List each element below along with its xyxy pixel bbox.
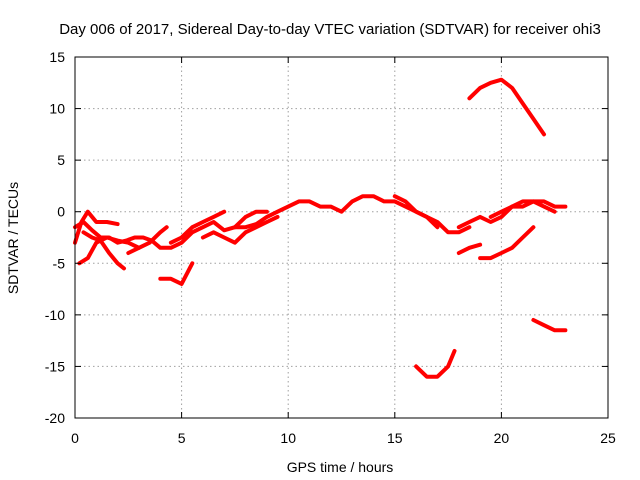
series-line-s15 — [488, 199, 557, 219]
series-line-s14 — [478, 225, 536, 261]
series-line-s10 — [392, 194, 440, 230]
series-line-s12 — [456, 242, 483, 255]
series-line-s7 — [168, 209, 227, 245]
x-tick-label: 5 — [178, 430, 186, 446]
y-tick-label: 5 — [57, 152, 65, 168]
series-line-s2 — [73, 209, 120, 245]
x-tick-label: 15 — [387, 430, 403, 446]
y-tick-label: -10 — [45, 307, 65, 323]
series-line-s11 — [414, 349, 457, 379]
y-tick-label: 0 — [57, 204, 65, 220]
series-line-s3 — [77, 235, 141, 266]
y-tick-label: 15 — [49, 49, 65, 65]
plot-frame — [74, 56, 609, 419]
x-tick-label: 10 — [280, 430, 296, 446]
series-line-s16 — [467, 77, 546, 137]
series-line-s5 — [126, 225, 169, 255]
series-line-s1 — [73, 194, 472, 250]
y-tick-label: 10 — [49, 101, 65, 117]
y-axis-label: SDTVAR / TECUs — [5, 182, 21, 294]
series-line-s17 — [531, 318, 568, 333]
series-line-s6 — [158, 261, 195, 286]
series-line-s4 — [81, 230, 126, 271]
y-tick-label: -5 — [53, 255, 66, 271]
series-line-s9 — [232, 209, 269, 230]
chart-title: Day 006 of 2017, Sidereal Day-to-day VTE… — [59, 21, 601, 38]
x-axis-label: GPS time / hours — [287, 459, 394, 475]
y-tick-label: -20 — [45, 410, 65, 426]
y-tick-label: -15 — [45, 358, 65, 374]
x-tick-label: 25 — [600, 430, 616, 446]
x-tick-label: 0 — [71, 430, 79, 446]
x-tick-label: 20 — [494, 430, 510, 446]
data-series — [73, 77, 568, 379]
series-line-s8 — [200, 214, 280, 245]
axes: 0 5 10 15 20 25 -20 -15 -10 -5 0 5 10 15 — [45, 49, 616, 446]
